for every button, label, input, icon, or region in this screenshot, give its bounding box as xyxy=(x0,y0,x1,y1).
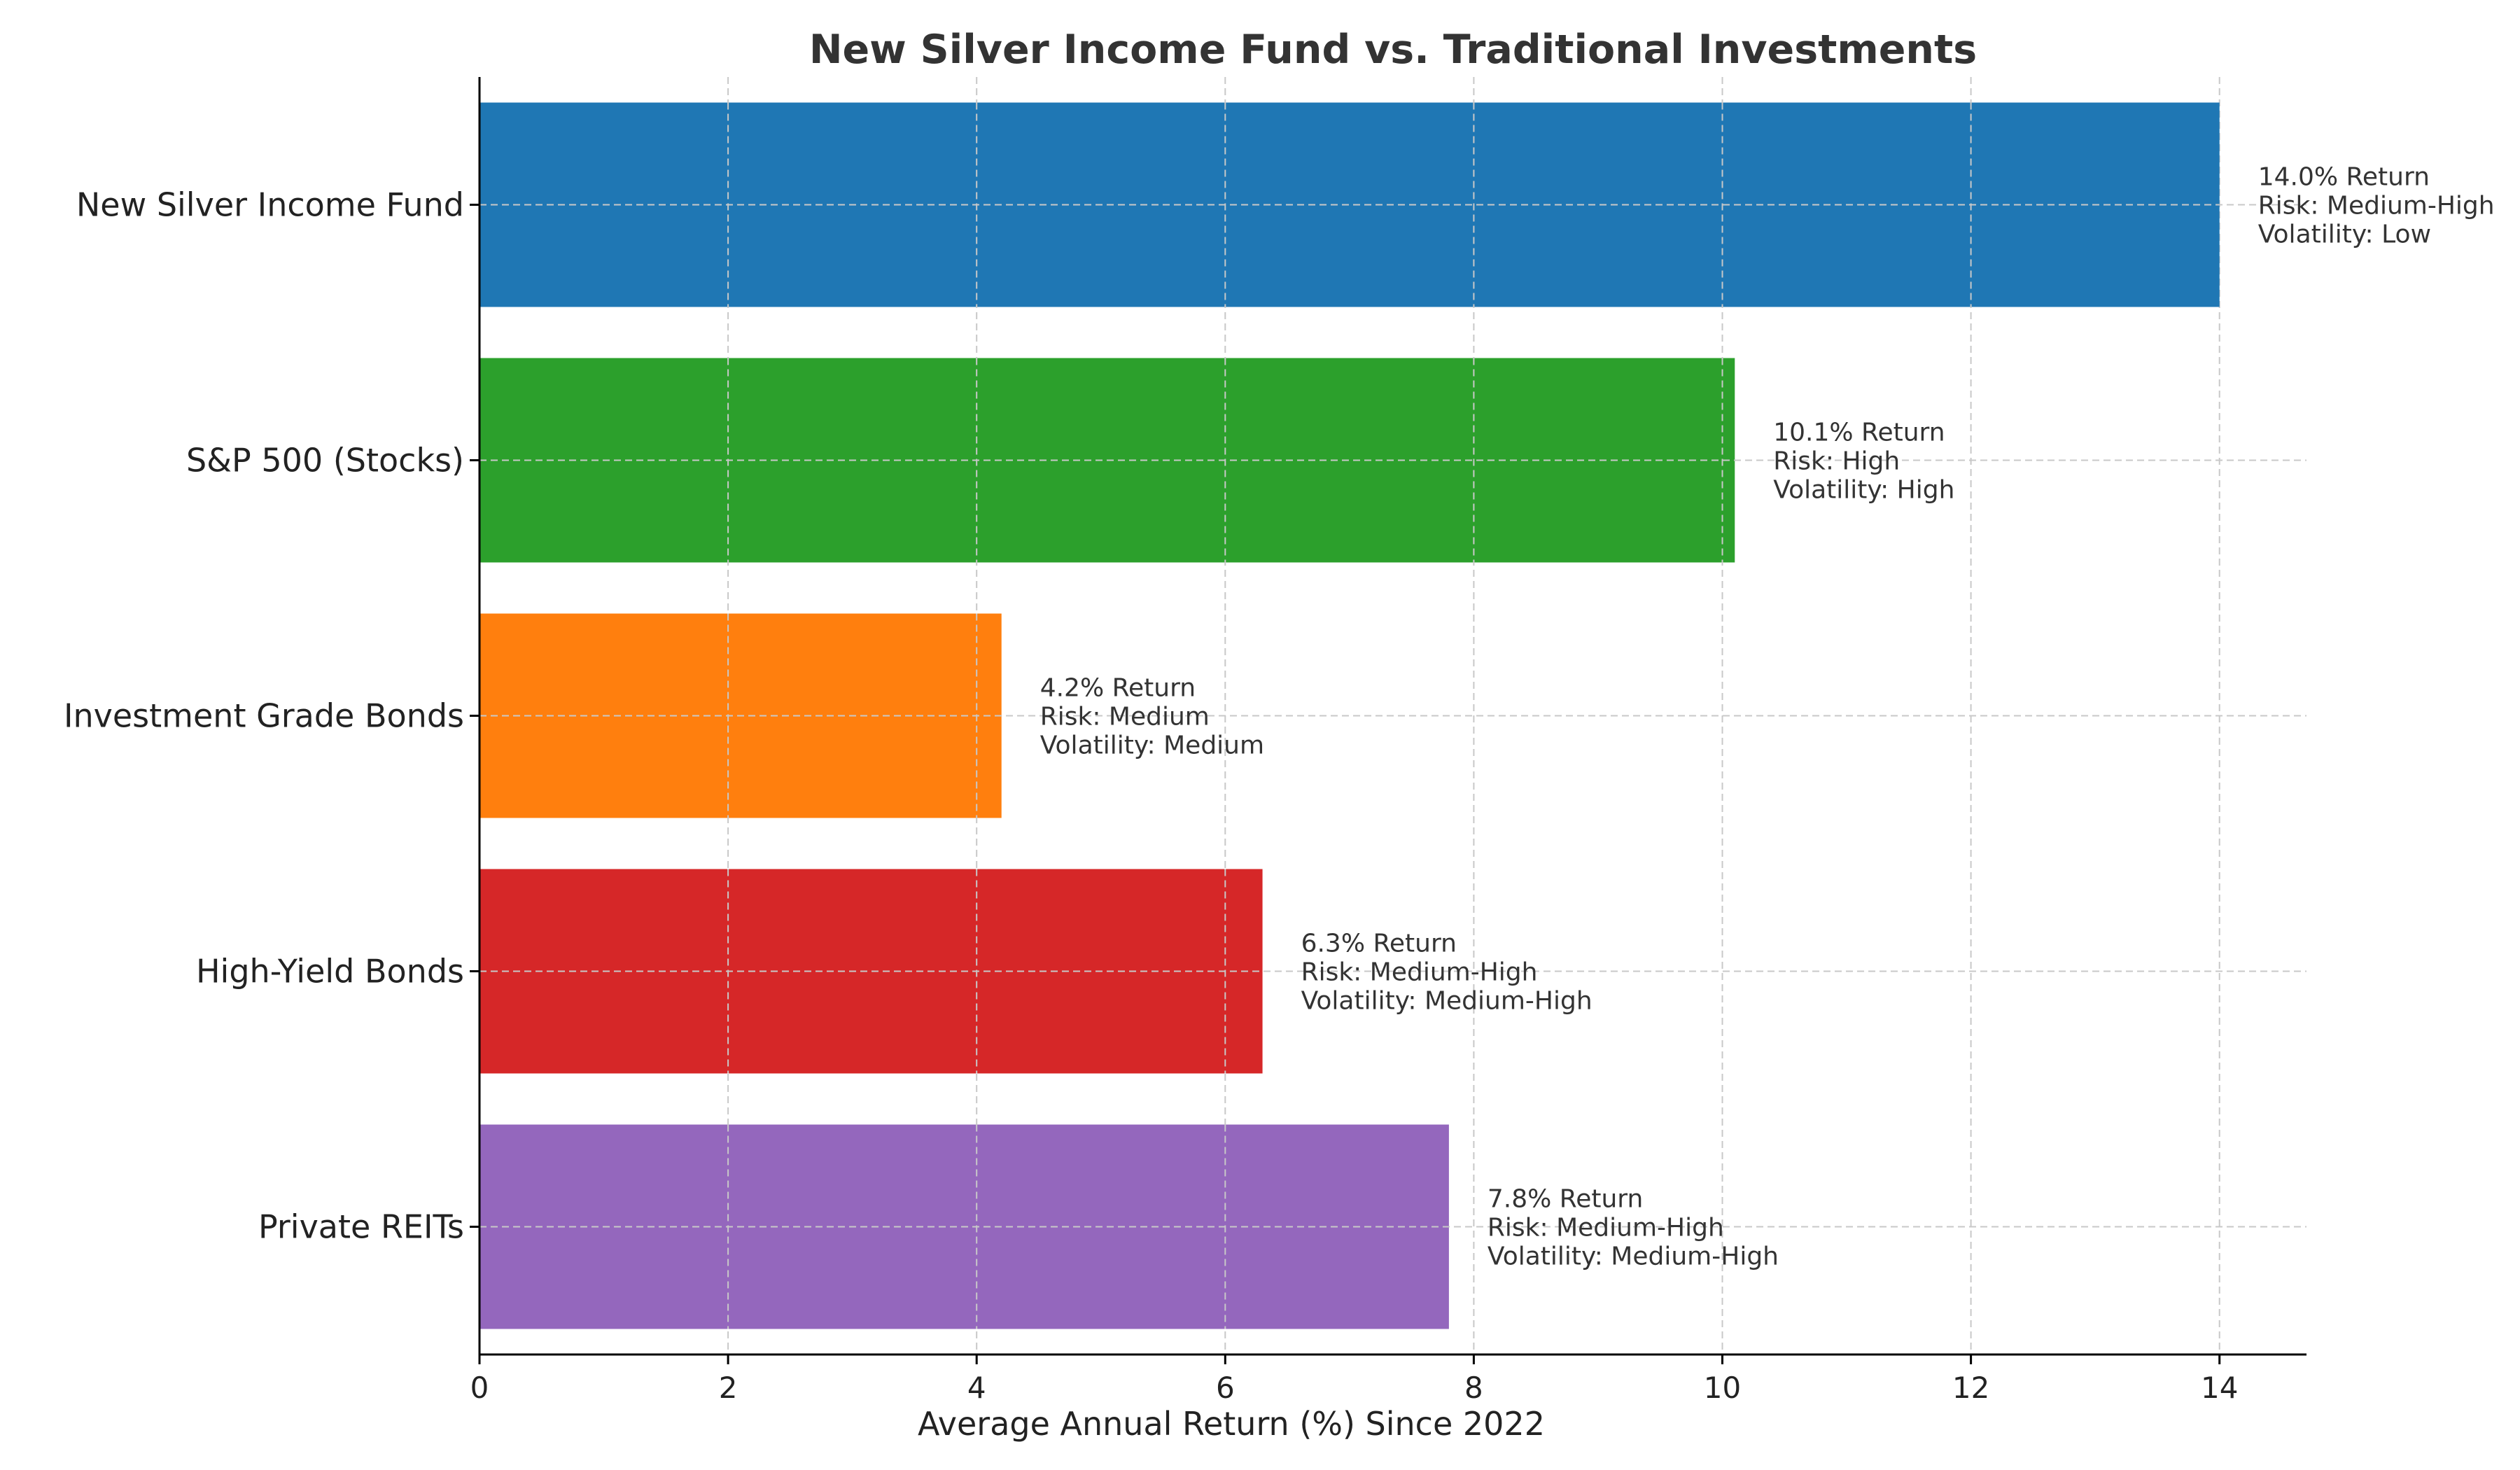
bar-annotation: Risk: High xyxy=(1773,447,1900,476)
bar-annotation: Volatility: Medium xyxy=(1040,732,1264,760)
x-tick-label: 14 xyxy=(2201,1371,2238,1405)
y-tick-label: High-Yield Bonds xyxy=(196,953,464,990)
bar-annotation: Volatility: Low xyxy=(2258,220,2431,249)
x-tick-label: 0 xyxy=(470,1371,489,1405)
bar-layer xyxy=(479,102,2220,1329)
y-tick-label: S&P 500 (Stocks) xyxy=(186,442,464,479)
bar-annotation: 7.8% Return xyxy=(1488,1185,1643,1214)
bar-annotation: 4.2% Return xyxy=(1040,674,1196,703)
bar-annotation: Risk: Medium-High xyxy=(1301,958,1538,987)
x-tick-label: 4 xyxy=(967,1371,986,1405)
x-tick-label: 6 xyxy=(1216,1371,1235,1405)
chart-title: New Silver Income Fund vs. Traditional I… xyxy=(809,27,1977,73)
bar-annotation: Volatility: Medium-High xyxy=(1488,1242,1779,1271)
x-tick-label: 2 xyxy=(719,1371,738,1405)
bar-annotation: Risk: Medium-High xyxy=(1488,1214,1724,1242)
bar-annotation: Risk: Medium-High xyxy=(2258,192,2495,220)
bar-annotation: 10.1% Return xyxy=(1773,419,1945,447)
y-tick-label: New Silver Income Fund xyxy=(76,186,464,224)
bar-annotation: Volatility: Medium-High xyxy=(1301,987,1592,1016)
y-tick-label: Investment Grade Bonds xyxy=(64,697,464,735)
x-tick-label: 12 xyxy=(1952,1371,1989,1405)
bar-annotation: 14.0% Return xyxy=(2258,163,2430,192)
bar-annotation: Risk: Medium xyxy=(1040,703,1210,732)
bar-annotation: Volatility: High xyxy=(1773,476,1954,505)
x-axis-label: Average Annual Return (%) Since 2022 xyxy=(918,1405,1545,1443)
x-tick-label: 8 xyxy=(1464,1371,1483,1405)
y-tick-label: Private REITs xyxy=(258,1208,464,1246)
axis-layer: 0 2 4 6 8 10 12 14 New Silver Income Fund S&P 500… xyxy=(64,77,2306,1405)
x-tick-label: 10 xyxy=(1704,1371,1741,1405)
bar-annotation: 6.3% Return xyxy=(1301,930,1457,958)
